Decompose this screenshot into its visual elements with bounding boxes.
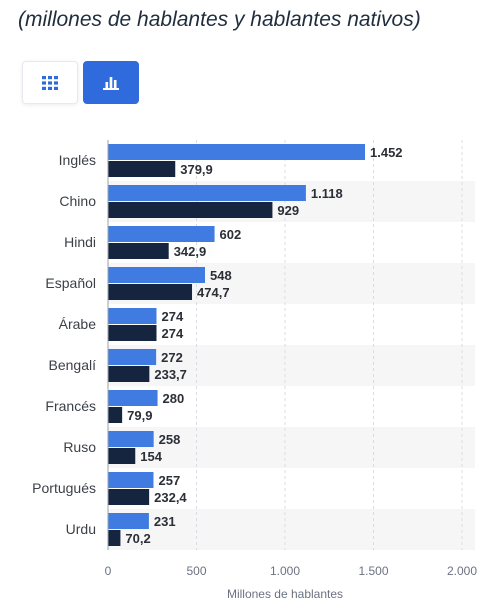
- value-label-total: 258: [159, 432, 181, 447]
- bar-total-speakers: [108, 226, 215, 242]
- value-label-total: 272: [161, 350, 183, 365]
- chart-view-button[interactable]: [83, 61, 139, 104]
- value-label-total: 280: [163, 391, 185, 406]
- row-band: [108, 427, 475, 468]
- bar-native-speakers: [108, 407, 123, 423]
- grid-icon: [42, 75, 58, 90]
- category-label: Chino: [59, 193, 96, 209]
- x-tick-label: 1.500: [358, 564, 388, 578]
- value-label-native: 154: [140, 449, 162, 464]
- value-label-native: 70,2: [125, 531, 150, 546]
- value-label-total: 602: [220, 227, 242, 242]
- bar-total-speakers: [108, 349, 157, 365]
- bar-total-speakers: [108, 390, 158, 406]
- value-label-total: 1.452: [370, 145, 403, 160]
- value-label-native: 232,4: [154, 490, 187, 505]
- category-label: Portugués: [32, 480, 96, 496]
- x-axis-title: Millones de hablantes: [227, 587, 343, 600]
- bar-native-speakers: [108, 325, 157, 341]
- value-label-native: 379,9: [180, 162, 213, 177]
- category-label: Francés: [45, 398, 96, 414]
- bar-total-speakers: [108, 267, 205, 283]
- value-label-total: 257: [158, 473, 180, 488]
- value-label-native: 342,9: [174, 244, 207, 259]
- value-label-total: 231: [154, 514, 176, 529]
- value-label-native: 274: [161, 326, 183, 341]
- x-tick-label: 0: [105, 564, 112, 578]
- bar-chart-icon: [103, 77, 119, 90]
- value-label-native: 929: [277, 203, 299, 218]
- bar-native-speakers: [108, 243, 169, 259]
- bar-total-speakers: [108, 185, 306, 201]
- table-view-button[interactable]: [22, 61, 78, 104]
- bar-native-speakers: [108, 161, 176, 177]
- bar-native-speakers: [108, 366, 150, 382]
- value-label-native: 474,7: [197, 285, 230, 300]
- x-tick-label: 500: [186, 564, 206, 578]
- value-label-total: 274: [161, 309, 183, 324]
- bar-native-speakers: [108, 489, 150, 505]
- bar-native-speakers: [108, 284, 193, 300]
- value-label-native: 79,9: [127, 408, 152, 423]
- bar-total-speakers: [108, 308, 157, 324]
- bar-total-speakers: [108, 431, 154, 447]
- value-label-total: 1.118: [311, 186, 343, 201]
- row-band: [108, 509, 475, 550]
- bar-native-speakers: [108, 202, 273, 218]
- x-tick-label: 2.000: [447, 564, 477, 578]
- bar-native-speakers: [108, 448, 136, 464]
- value-label-total: 548: [210, 268, 232, 283]
- bar-total-speakers: [108, 144, 366, 160]
- category-label: Urdu: [66, 521, 96, 537]
- category-label: Hindi: [64, 234, 96, 250]
- bar-native-speakers: [108, 530, 121, 546]
- x-tick-label: 1.000: [270, 564, 300, 578]
- value-label-native: 233,7: [154, 367, 187, 382]
- category-label: Bengalí: [49, 357, 97, 373]
- bar-total-speakers: [108, 513, 149, 529]
- category-label: Árabe: [59, 316, 97, 332]
- chart-subtitle: (millones de hablantes y hablantes nativ…: [18, 8, 421, 31]
- category-label: Ruso: [63, 439, 96, 455]
- view-toggle: [22, 61, 139, 104]
- category-label: Inglés: [59, 152, 96, 168]
- row-band: [108, 345, 475, 386]
- bar-total-speakers: [108, 472, 154, 488]
- category-label: Español: [45, 275, 96, 291]
